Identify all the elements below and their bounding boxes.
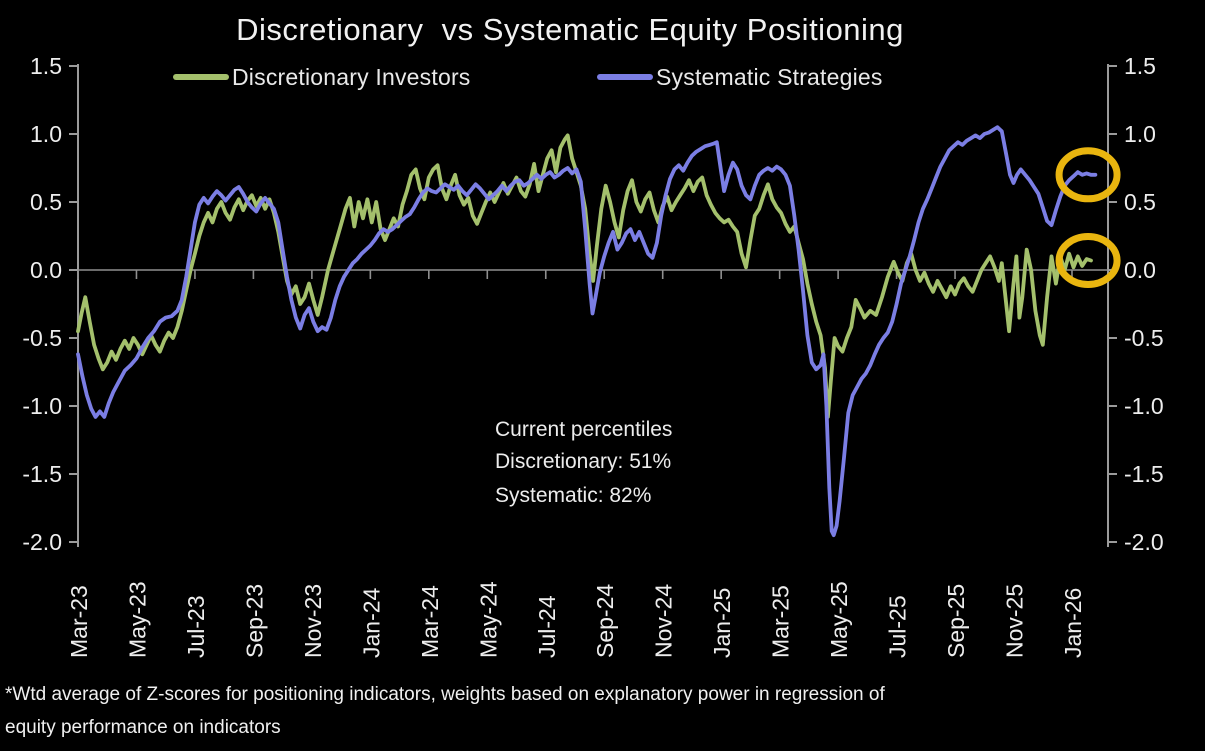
left-axis-tick-label: 0.0: [30, 257, 62, 283]
right-axis-tick-label: -1.5: [1124, 461, 1164, 487]
chart-title: Discretionary vs Systematic Equity Posit…: [236, 12, 904, 47]
x-axis-tick-label: Nov-25: [1002, 584, 1028, 658]
x-axis-tick-label: Sep-23: [241, 584, 267, 658]
systematic-line-swatch-icon: [597, 74, 653, 80]
latest-value-highlight-circle: [1055, 147, 1121, 203]
footnote-line-1: *Wtd average of Z-scores for positioning…: [5, 684, 885, 705]
x-axis-tick-label: Mar-23: [66, 585, 92, 658]
right-axis-tick-label: -1.0: [1124, 393, 1164, 419]
x-axis-tick-label: Nov-24: [651, 584, 677, 658]
x-axis-tick-label: Mar-24: [417, 585, 443, 658]
right-axis-tick-label: -0.5: [1124, 325, 1164, 351]
left-axis-tick-label: -1.5: [22, 461, 62, 487]
discretionary-line-swatch-icon: [173, 74, 229, 80]
x-axis-tick-label: Jan-26: [1060, 588, 1086, 658]
right-axis-tick-label: 0.5: [1124, 189, 1156, 215]
right-axis-tick-label: 1.0: [1124, 121, 1156, 147]
annotation-systematic-percentile: Systematic: 82%: [495, 484, 652, 507]
left-axis-tick-label: -2.0: [22, 529, 62, 555]
x-axis-tick-label: May-23: [124, 581, 150, 658]
legend-label-systematic: Systematic Strategies: [656, 63, 883, 90]
annotation-discretionary-percentile: Discretionary: 51%: [495, 450, 672, 473]
left-axis-tick-label: -0.5: [22, 325, 62, 351]
x-axis-tick-label: May-25: [826, 581, 852, 658]
footnote-line-2: equity performance on indicators: [5, 717, 281, 738]
right-axis-tick-label: 0.0: [1124, 257, 1156, 283]
x-axis-tick-label: May-24: [475, 581, 501, 658]
x-axis-tick-label: Jan-24: [358, 587, 384, 658]
x-axis-tick-label: Nov-23: [300, 584, 326, 658]
right-axis-tick-label: 1.5: [1124, 53, 1156, 79]
x-axis-tick-label: Jan-25: [709, 588, 735, 658]
left-axis-tick-label: -1.0: [22, 393, 62, 419]
left-axis-tick-label: 1.5: [30, 53, 62, 79]
positioning-line-chart: 1.5 1.5 1.0 1.0 0.5 0.5 0.0 0.0 -0.5 -0.5 -1.0 -1.0…: [22, 53, 1164, 658]
right-axis-tick-label: -2.0: [1124, 529, 1164, 555]
x-axis-tick-label: Jul-25: [885, 595, 911, 658]
series-line-systematic: [76, 125, 1098, 538]
legend-item-discretionary: Discretionary Investors: [173, 64, 471, 90]
legend-label-discretionary: Discretionary Investors: [232, 63, 471, 90]
footnote: *Wtd average of Z-scores for positioning…: [5, 678, 1155, 744]
annotation-title: Current percentiles: [495, 418, 673, 441]
left-axis-tick-label: 1.0: [30, 121, 62, 147]
x-axis-tick-label: Sep-25: [943, 584, 969, 658]
latest-value-highlight-circle: [1055, 232, 1121, 288]
x-axis-tick-label: Mar-25: [768, 585, 794, 658]
series-line-discretionary: [76, 133, 1093, 419]
x-axis-tick-label: Jul-23: [183, 595, 209, 658]
current-percentiles-annotation: Current percentiles Discretionary: 51% S…: [495, 414, 672, 512]
left-axis-tick-label: 0.5: [30, 189, 62, 215]
legend-item-systematic: Systematic Strategies: [597, 64, 883, 90]
x-axis-tick-label: Sep-24: [592, 584, 618, 658]
x-axis-tick-label: Jul-24: [534, 595, 560, 658]
